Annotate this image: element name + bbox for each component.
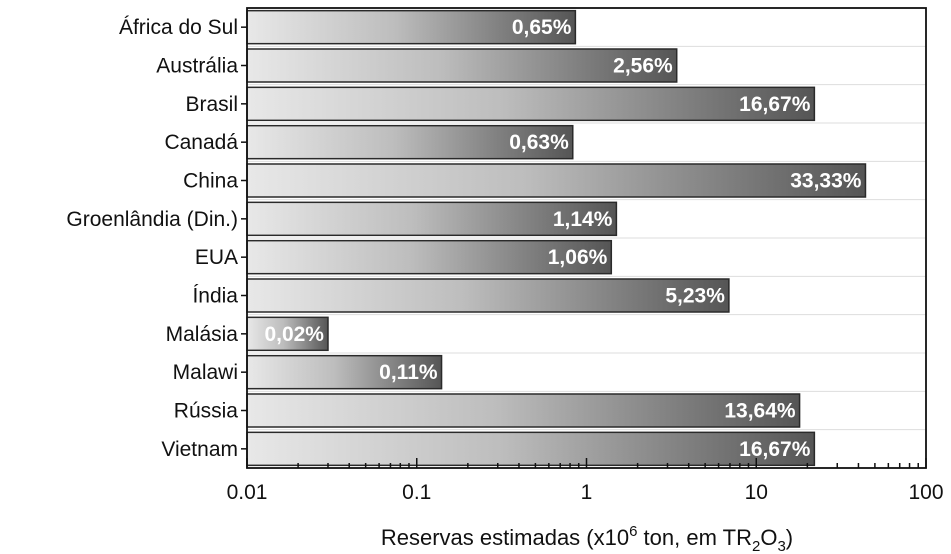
category-label: África do Sul xyxy=(119,16,238,39)
bar xyxy=(246,431,816,467)
bar-value-label: 5,23% xyxy=(665,285,725,308)
category-label: Groenlândia (Din.) xyxy=(66,208,238,231)
bar-value-label: 0,65% xyxy=(512,16,572,39)
x-tick-label: 0.1 xyxy=(402,481,431,504)
category-label: Rússia xyxy=(174,400,239,423)
category-label: Canadá xyxy=(164,131,238,154)
bar xyxy=(246,163,867,198)
bar xyxy=(246,201,618,237)
bar-value-label: 2,56% xyxy=(613,55,673,78)
axes-group: África do Sul Austrália Brasil Canadá China G… xyxy=(66,7,944,504)
category-label: EUA xyxy=(195,246,238,269)
x-tick-label: 1 xyxy=(581,481,593,504)
bar-value-label: 16,67% xyxy=(739,93,811,116)
bar xyxy=(246,239,613,275)
x-tick-label: 0.01 xyxy=(227,481,268,504)
bars-group: 0,65% 2,56% 16,67% 0,63% 33,33% 1,14% 1,06% 5,2… xyxy=(246,9,867,467)
bar-value-label: 13,64% xyxy=(724,400,796,423)
bar xyxy=(246,393,801,428)
bar-value-label: 0,63% xyxy=(509,131,569,154)
category-label: China xyxy=(183,170,238,193)
category-label: Malawi xyxy=(173,361,238,384)
bar xyxy=(246,86,816,122)
bar-value-label: 33,33% xyxy=(790,170,862,193)
category-label: Índia xyxy=(192,285,238,308)
x-axis-title: Reservas estimadas (x106 ton, em TR2O3) xyxy=(381,523,793,554)
bar-value-label: 16,67% xyxy=(739,438,811,461)
bar xyxy=(246,316,329,352)
gridlines xyxy=(247,45,926,431)
bar-value-label: 0,11% xyxy=(379,361,438,384)
category-label: Vietnam xyxy=(161,438,238,461)
x-tick-label: 100 xyxy=(908,481,943,504)
bar xyxy=(246,124,574,160)
bar-value-label: 0,02% xyxy=(264,323,324,346)
category-label: Austrália xyxy=(156,55,238,78)
x-tick-label: 10 xyxy=(745,481,768,504)
bar-value-label: 1,14% xyxy=(553,208,613,231)
bar-value-label: 1,06% xyxy=(548,246,608,269)
bar xyxy=(246,9,577,45)
bar xyxy=(246,278,730,313)
category-label: Brasil xyxy=(185,93,238,116)
category-label: Malásia xyxy=(166,323,239,346)
